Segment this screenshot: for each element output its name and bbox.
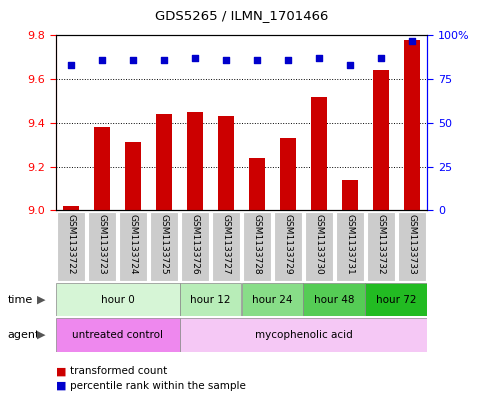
Bar [311, 97, 327, 210]
Bar [63, 206, 79, 210]
Bar [94, 127, 110, 210]
Bar [373, 70, 389, 210]
Text: hour 72: hour 72 [376, 295, 417, 305]
Text: time: time [7, 295, 32, 305]
Text: ▶: ▶ [37, 295, 45, 305]
Bar [336, 212, 364, 281]
Bar [150, 212, 178, 281]
Bar [180, 318, 427, 352]
Text: GSM1133727: GSM1133727 [222, 214, 230, 275]
Point [222, 57, 230, 63]
Bar [404, 40, 420, 210]
Text: ■: ■ [56, 381, 66, 391]
Bar [56, 318, 180, 352]
Bar [119, 212, 147, 281]
Bar [242, 283, 303, 316]
Point [67, 62, 75, 68]
Bar [57, 212, 85, 281]
Point [284, 57, 292, 63]
Bar [342, 180, 358, 210]
Text: hour 48: hour 48 [314, 295, 355, 305]
Text: ■: ■ [56, 366, 66, 376]
Text: mycophenolic acid: mycophenolic acid [255, 330, 353, 340]
Bar [156, 114, 172, 210]
Bar [180, 283, 242, 316]
Bar [366, 283, 427, 316]
Text: hour 24: hour 24 [252, 295, 293, 305]
Text: ▶: ▶ [37, 330, 45, 340]
Text: GSM1133723: GSM1133723 [98, 214, 107, 275]
Bar [125, 143, 141, 210]
Bar [88, 212, 116, 281]
Point [315, 55, 323, 61]
Text: GDS5265 / ILMN_1701466: GDS5265 / ILMN_1701466 [155, 9, 328, 22]
Text: agent: agent [7, 330, 40, 340]
Bar [367, 212, 395, 281]
Text: GSM1133731: GSM1133731 [345, 214, 355, 275]
Bar [243, 212, 271, 281]
Text: GSM1133724: GSM1133724 [128, 214, 138, 275]
Bar [398, 212, 426, 281]
Text: hour 12: hour 12 [190, 295, 231, 305]
Bar [280, 138, 296, 210]
Bar [305, 212, 333, 281]
Point [346, 62, 354, 68]
Text: GSM1133732: GSM1133732 [376, 214, 385, 275]
Point [253, 57, 261, 63]
Bar [181, 212, 209, 281]
Text: percentile rank within the sample: percentile rank within the sample [70, 381, 246, 391]
Point [377, 55, 385, 61]
Text: untreated control: untreated control [72, 330, 163, 340]
Text: GSM1133729: GSM1133729 [284, 214, 293, 275]
Text: hour 0: hour 0 [100, 295, 134, 305]
Text: GSM1133725: GSM1133725 [159, 214, 169, 275]
Point [98, 57, 106, 63]
Text: GSM1133728: GSM1133728 [253, 214, 261, 275]
Bar [212, 212, 240, 281]
Text: GSM1133733: GSM1133733 [408, 214, 416, 275]
Point [160, 57, 168, 63]
Bar [303, 283, 366, 316]
Bar [274, 212, 302, 281]
Text: GSM1133730: GSM1133730 [314, 214, 324, 275]
Bar [218, 116, 234, 210]
Point [129, 57, 137, 63]
Text: transformed count: transformed count [70, 366, 167, 376]
Point [408, 37, 416, 44]
Text: GSM1133722: GSM1133722 [67, 214, 75, 275]
Bar [249, 158, 265, 210]
Bar [187, 112, 203, 210]
Bar [56, 283, 180, 316]
Text: GSM1133726: GSM1133726 [190, 214, 199, 275]
Point [191, 55, 199, 61]
